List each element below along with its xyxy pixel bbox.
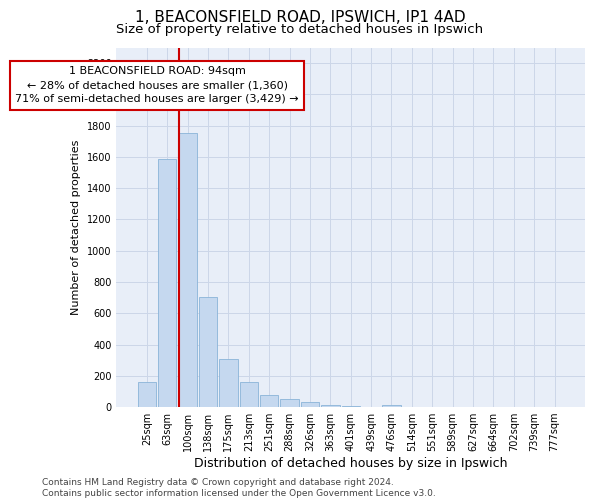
Bar xyxy=(179,134,197,407)
Bar xyxy=(341,406,360,407)
Bar xyxy=(239,382,258,407)
Y-axis label: Number of detached properties: Number of detached properties xyxy=(71,140,81,315)
Bar xyxy=(260,394,278,407)
Bar xyxy=(382,405,401,407)
Bar xyxy=(199,297,217,407)
Bar xyxy=(321,404,340,407)
Bar xyxy=(138,382,156,407)
Text: 1 BEACONSFIELD ROAD: 94sqm
← 28% of detached houses are smaller (1,360)
71% of s: 1 BEACONSFIELD ROAD: 94sqm ← 28% of deta… xyxy=(16,66,299,104)
X-axis label: Distribution of detached houses by size in Ipswich: Distribution of detached houses by size … xyxy=(194,457,508,470)
Text: 1, BEACONSFIELD ROAD, IPSWICH, IP1 4AD: 1, BEACONSFIELD ROAD, IPSWICH, IP1 4AD xyxy=(134,10,466,25)
Bar xyxy=(219,358,238,407)
Text: Size of property relative to detached houses in Ipswich: Size of property relative to detached ho… xyxy=(116,22,484,36)
Bar xyxy=(301,402,319,407)
Bar xyxy=(158,158,176,407)
Bar xyxy=(280,400,299,407)
Text: Contains HM Land Registry data © Crown copyright and database right 2024.
Contai: Contains HM Land Registry data © Crown c… xyxy=(42,478,436,498)
